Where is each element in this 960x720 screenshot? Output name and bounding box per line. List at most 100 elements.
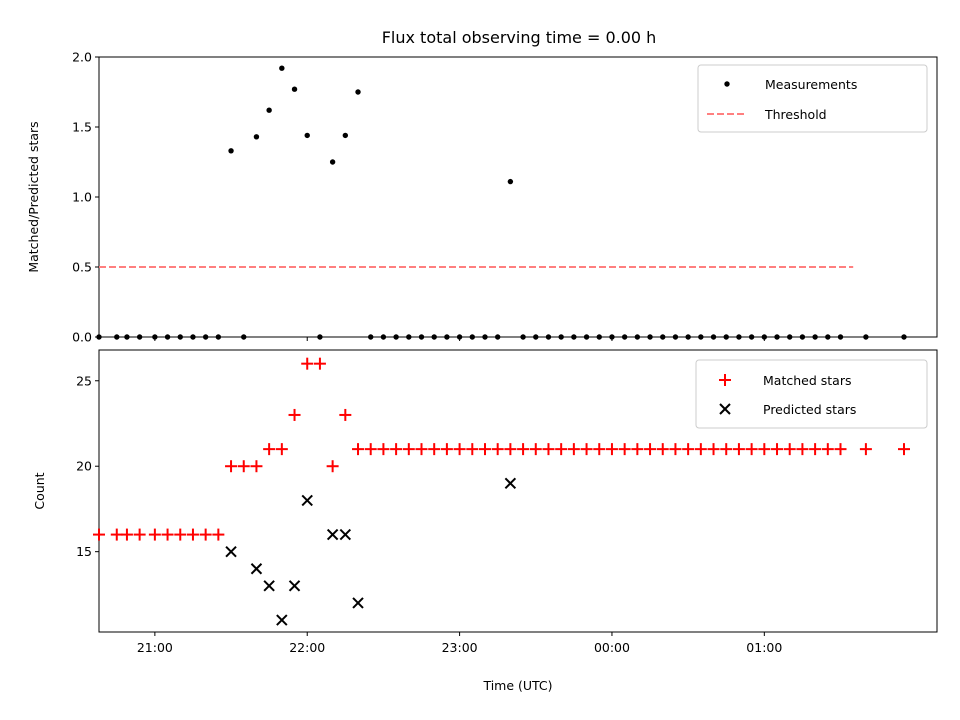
x-tick-label-3: 00:00 — [594, 640, 630, 655]
measurement-point — [520, 334, 526, 340]
measurement-point — [761, 334, 768, 340]
bottom-y-tick-label-1: 20 — [76, 459, 92, 474]
matched-star-point — [275, 443, 288, 456]
measurement-point — [380, 334, 387, 340]
measurement-point — [647, 334, 653, 340]
bottom-y-axis-label: Count — [32, 472, 47, 509]
matched-star-point — [120, 528, 133, 541]
measurement-point — [723, 334, 729, 340]
x-tick-label-4: 01:00 — [746, 640, 782, 655]
measurement-point — [114, 334, 120, 340]
matched-star-point — [390, 443, 403, 456]
measurement-point — [124, 334, 130, 340]
matched-star-point — [758, 443, 771, 456]
matched-star-point — [529, 443, 542, 456]
measurement-point — [253, 134, 260, 140]
top-y-ticks: 0.0 0.5 1.0 1.5 2.0 — [72, 50, 99, 345]
matched-star-point — [618, 443, 631, 456]
measurement-point — [444, 334, 450, 340]
matched-star-point — [834, 443, 847, 456]
top-y-tick-label-0: 0.0 — [72, 330, 92, 345]
measurement-point — [571, 334, 577, 340]
predicted-star-point — [225, 545, 237, 558]
legend-measurements-marker — [724, 81, 730, 87]
measurement-point — [317, 334, 323, 340]
chart-title: Flux total observing time = 0.00 h — [382, 28, 657, 47]
matched-star-point — [605, 443, 618, 456]
top-legend: Measurements Threshold — [697, 64, 928, 133]
measurement-point — [418, 334, 425, 340]
measurement-point — [342, 132, 349, 139]
x-tick-label-0: 21:00 — [137, 640, 173, 655]
matched-star-point — [93, 528, 105, 541]
measurement-point — [228, 148, 234, 154]
matched-star-point — [161, 528, 174, 541]
matched-star-point — [225, 460, 238, 473]
legend-predicted-label: Predicted stars — [763, 402, 856, 417]
predicted-star-point — [326, 528, 339, 541]
matched-star-point — [669, 443, 682, 456]
matched-star-point — [897, 443, 910, 456]
measurement-point — [787, 334, 793, 340]
measurement-point — [799, 334, 806, 340]
top-y-tick-label-2: 1.0 — [72, 190, 92, 205]
matched-star-point — [428, 443, 441, 456]
measurement-point — [672, 334, 679, 340]
matched-star-point — [555, 443, 568, 456]
matched-star-point — [237, 460, 250, 473]
bottom-plot-frame — [98, 349, 938, 633]
measurement-point — [698, 334, 704, 340]
measurement-point — [431, 334, 437, 340]
measurement-point — [291, 86, 298, 92]
matched-star-point — [263, 443, 276, 456]
matched-star-point — [631, 443, 644, 456]
legend-threshold-label: Threshold — [764, 107, 827, 122]
matched-star-point — [352, 443, 365, 456]
matched-star-point — [326, 460, 339, 473]
predicted-star-point — [250, 563, 263, 575]
measurement-point — [266, 107, 272, 113]
matched-star-point — [402, 443, 415, 456]
legend-matched-marker — [719, 374, 731, 386]
matched-star-point — [199, 528, 212, 541]
matched-star-point — [110, 528, 123, 541]
measurement-point — [748, 334, 755, 340]
x-tick-label-1: 22:00 — [289, 640, 325, 655]
matched-star-point — [580, 443, 593, 456]
measurement-point — [215, 334, 222, 340]
measurement-point — [583, 334, 590, 340]
matched-star-point — [313, 357, 326, 370]
measurement-point — [469, 334, 475, 340]
matched-star-point — [745, 443, 758, 456]
predicted-star-point — [288, 580, 301, 592]
top-y-axis-label: Matched/Predicted stars — [26, 121, 41, 272]
predicted-star-point — [352, 597, 364, 609]
matched-star-point — [567, 443, 580, 456]
measurement-point — [609, 334, 615, 340]
matched-star-point — [809, 443, 822, 456]
matched-star-point — [732, 443, 745, 456]
measurement-point — [304, 132, 310, 139]
top-marks — [96, 65, 907, 340]
measurement-point — [825, 334, 831, 340]
measurement-point — [177, 334, 183, 340]
top-plot-area: 0.0 0.5 1.0 1.5 2.0 — [72, 50, 938, 345]
top-y-tick-label-1: 0.5 — [72, 260, 92, 275]
measurement-point — [710, 334, 717, 340]
predicted-star-point — [504, 477, 517, 490]
matched-star-point — [186, 528, 199, 541]
matched-star-point — [859, 443, 872, 456]
matched-star-point — [466, 443, 479, 456]
measurement-point — [660, 334, 666, 340]
matched-star-point — [478, 443, 491, 456]
matched-star-point — [783, 443, 796, 456]
measurement-point — [164, 334, 171, 340]
legend-measurements-label: Measurements — [765, 77, 857, 92]
measurement-point — [393, 334, 399, 340]
legend-predicted-marker — [719, 403, 731, 415]
predicted-star-point — [263, 580, 275, 592]
measurement-point — [634, 334, 641, 340]
matched-star-point — [133, 528, 146, 541]
bottom-y-tick-label-2: 25 — [76, 373, 92, 388]
